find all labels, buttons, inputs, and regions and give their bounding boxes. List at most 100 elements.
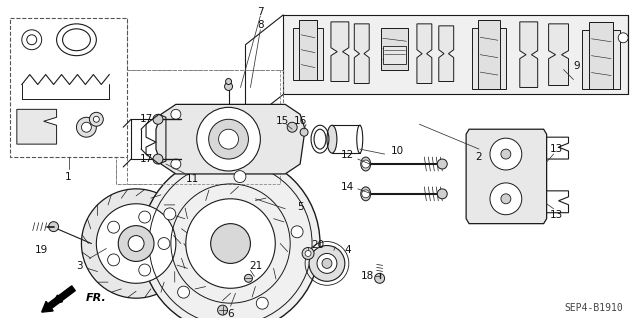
Text: 9: 9 — [573, 60, 580, 71]
Ellipse shape — [327, 125, 337, 153]
Polygon shape — [589, 22, 613, 90]
Ellipse shape — [56, 24, 97, 56]
Circle shape — [309, 245, 345, 281]
Polygon shape — [156, 104, 305, 174]
Bar — [10, 18, 127, 157]
Circle shape — [209, 119, 248, 159]
Text: 11: 11 — [186, 174, 200, 184]
Text: 8: 8 — [257, 20, 264, 30]
Circle shape — [141, 154, 320, 320]
Circle shape — [93, 116, 99, 122]
Circle shape — [81, 189, 191, 298]
Circle shape — [90, 112, 103, 126]
Text: 13: 13 — [550, 210, 563, 220]
Text: 14: 14 — [341, 182, 355, 192]
Circle shape — [196, 107, 260, 171]
Text: 12: 12 — [341, 150, 355, 160]
Text: 10: 10 — [391, 146, 404, 156]
Polygon shape — [381, 28, 408, 69]
Polygon shape — [17, 109, 56, 144]
Text: 21: 21 — [249, 261, 262, 271]
Polygon shape — [299, 20, 317, 80]
Text: 5: 5 — [297, 202, 303, 212]
Circle shape — [596, 60, 606, 69]
Circle shape — [305, 251, 311, 256]
Circle shape — [139, 211, 150, 223]
Circle shape — [218, 305, 228, 315]
Circle shape — [256, 297, 268, 309]
Polygon shape — [293, 20, 323, 80]
Text: 17: 17 — [140, 114, 153, 124]
Polygon shape — [284, 15, 628, 94]
Circle shape — [171, 159, 181, 169]
Circle shape — [128, 236, 144, 252]
FancyArrowPatch shape — [54, 290, 71, 303]
Polygon shape — [582, 22, 620, 90]
Polygon shape — [478, 20, 500, 90]
Circle shape — [76, 117, 97, 137]
Circle shape — [49, 222, 59, 232]
Circle shape — [158, 237, 170, 250]
Circle shape — [178, 286, 189, 298]
Circle shape — [234, 171, 246, 182]
Text: FR.: FR. — [86, 293, 107, 303]
Circle shape — [225, 83, 232, 91]
Polygon shape — [472, 20, 506, 90]
Circle shape — [374, 273, 385, 283]
Circle shape — [490, 138, 522, 170]
Circle shape — [211, 224, 250, 263]
Text: 15: 15 — [276, 116, 289, 126]
Bar — [116, 69, 284, 184]
Circle shape — [437, 159, 447, 169]
FancyArrow shape — [42, 286, 76, 312]
Text: 16: 16 — [294, 116, 307, 126]
Circle shape — [501, 194, 511, 204]
Text: 6: 6 — [227, 309, 234, 319]
Text: 1: 1 — [65, 172, 72, 182]
Bar — [116, 69, 280, 184]
Circle shape — [153, 154, 163, 164]
Circle shape — [501, 149, 511, 159]
Polygon shape — [355, 24, 369, 84]
Text: 3: 3 — [76, 261, 83, 271]
Circle shape — [287, 122, 297, 132]
Circle shape — [164, 208, 176, 220]
Circle shape — [139, 264, 150, 276]
Circle shape — [322, 259, 332, 268]
Circle shape — [22, 30, 42, 50]
Polygon shape — [439, 26, 454, 82]
Circle shape — [171, 109, 181, 119]
Circle shape — [81, 122, 92, 132]
Circle shape — [300, 128, 308, 136]
Circle shape — [244, 274, 252, 282]
Text: SEP4-B1910: SEP4-B1910 — [564, 303, 623, 313]
Bar — [383, 46, 406, 64]
Circle shape — [219, 129, 239, 149]
Text: 13: 13 — [550, 144, 563, 154]
Text: 4: 4 — [344, 245, 351, 255]
Circle shape — [186, 199, 275, 288]
Ellipse shape — [361, 187, 371, 201]
Circle shape — [317, 253, 337, 273]
Circle shape — [108, 221, 120, 233]
Text: 19: 19 — [35, 245, 48, 255]
Circle shape — [225, 78, 232, 84]
Text: 17: 17 — [140, 154, 153, 164]
Circle shape — [490, 183, 522, 215]
Circle shape — [362, 190, 370, 198]
Text: 2: 2 — [476, 152, 483, 162]
Text: 20: 20 — [312, 240, 324, 250]
Circle shape — [362, 160, 370, 168]
Polygon shape — [548, 24, 568, 85]
Circle shape — [108, 254, 120, 266]
Circle shape — [291, 226, 303, 238]
Polygon shape — [417, 24, 432, 84]
Ellipse shape — [63, 29, 90, 51]
Polygon shape — [520, 22, 538, 87]
Circle shape — [302, 247, 314, 260]
Circle shape — [618, 33, 628, 43]
Polygon shape — [331, 22, 349, 82]
Circle shape — [27, 35, 36, 45]
Ellipse shape — [361, 157, 371, 171]
Circle shape — [118, 226, 154, 261]
